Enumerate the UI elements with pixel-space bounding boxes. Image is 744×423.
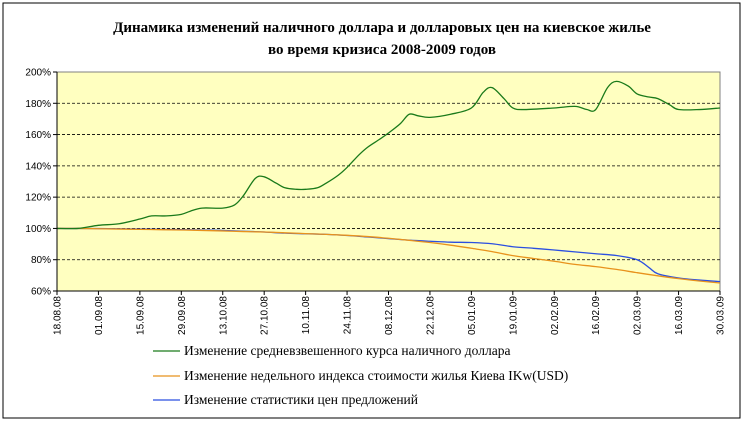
x-tick-label: 16.02.09 <box>591 296 602 335</box>
x-tick-label: 30.03.09 <box>716 296 727 335</box>
x-tick-label: 15.09.08 <box>135 296 146 335</box>
x-tick-label: 02.03.09 <box>633 296 644 335</box>
legend-label: Изменение статистики цен предложений <box>184 392 418 407</box>
x-tick-label: 08.12.08 <box>384 296 395 335</box>
series-line <box>56 227 721 284</box>
x-tick-label: 22.12.08 <box>425 296 436 335</box>
y-tick-label: 80% <box>31 255 51 266</box>
x-tick-label: 18.08.08 <box>53 296 64 335</box>
legend-label: Изменение средневзвешенного курса наличн… <box>184 343 510 358</box>
y-tick-label: 200% <box>25 68 51 79</box>
x-tick-label: 24.11.08 <box>343 296 354 335</box>
x-tick-label: 16.03.09 <box>674 296 685 335</box>
chart-title-line1: Динамика изменений наличного доллара и д… <box>113 20 651 36</box>
y-tick-label: 160% <box>25 130 51 141</box>
y-tick-label: 100% <box>25 224 51 235</box>
legend-label: Изменение недельного индекса стоимости ж… <box>184 368 568 383</box>
x-tick-label: 05.01.09 <box>467 296 478 335</box>
x-tick-label: 19.01.09 <box>508 296 519 335</box>
x-tick-label: 02.02.09 <box>550 296 561 335</box>
y-tick-label: 60% <box>31 287 51 298</box>
x-tick-label: 01.09.08 <box>94 296 105 335</box>
y-tick-label: 120% <box>25 193 51 204</box>
x-tick-label: 13.10.08 <box>218 296 229 335</box>
series-line <box>56 80 721 230</box>
y-tick-label: 140% <box>25 161 51 172</box>
y-tick-label: 180% <box>25 99 51 110</box>
x-tick-label: 10.11.08 <box>301 296 312 335</box>
x-tick-label: 29.09.08 <box>177 296 188 335</box>
axis-layer: 60% 80% 100% 120% 140% 160% 180% 200% 18.08.08 01… <box>25 68 726 335</box>
grid-layer <box>57 102 720 261</box>
x-tick-label: 27.10.08 <box>260 296 271 335</box>
plot-area <box>56 71 721 292</box>
chart-title-line2: во время кризиса 2008-2009 годов <box>268 42 496 58</box>
legend: Изменение средневзвешенного курса наличн… <box>153 343 568 407</box>
series-layer <box>56 80 721 284</box>
